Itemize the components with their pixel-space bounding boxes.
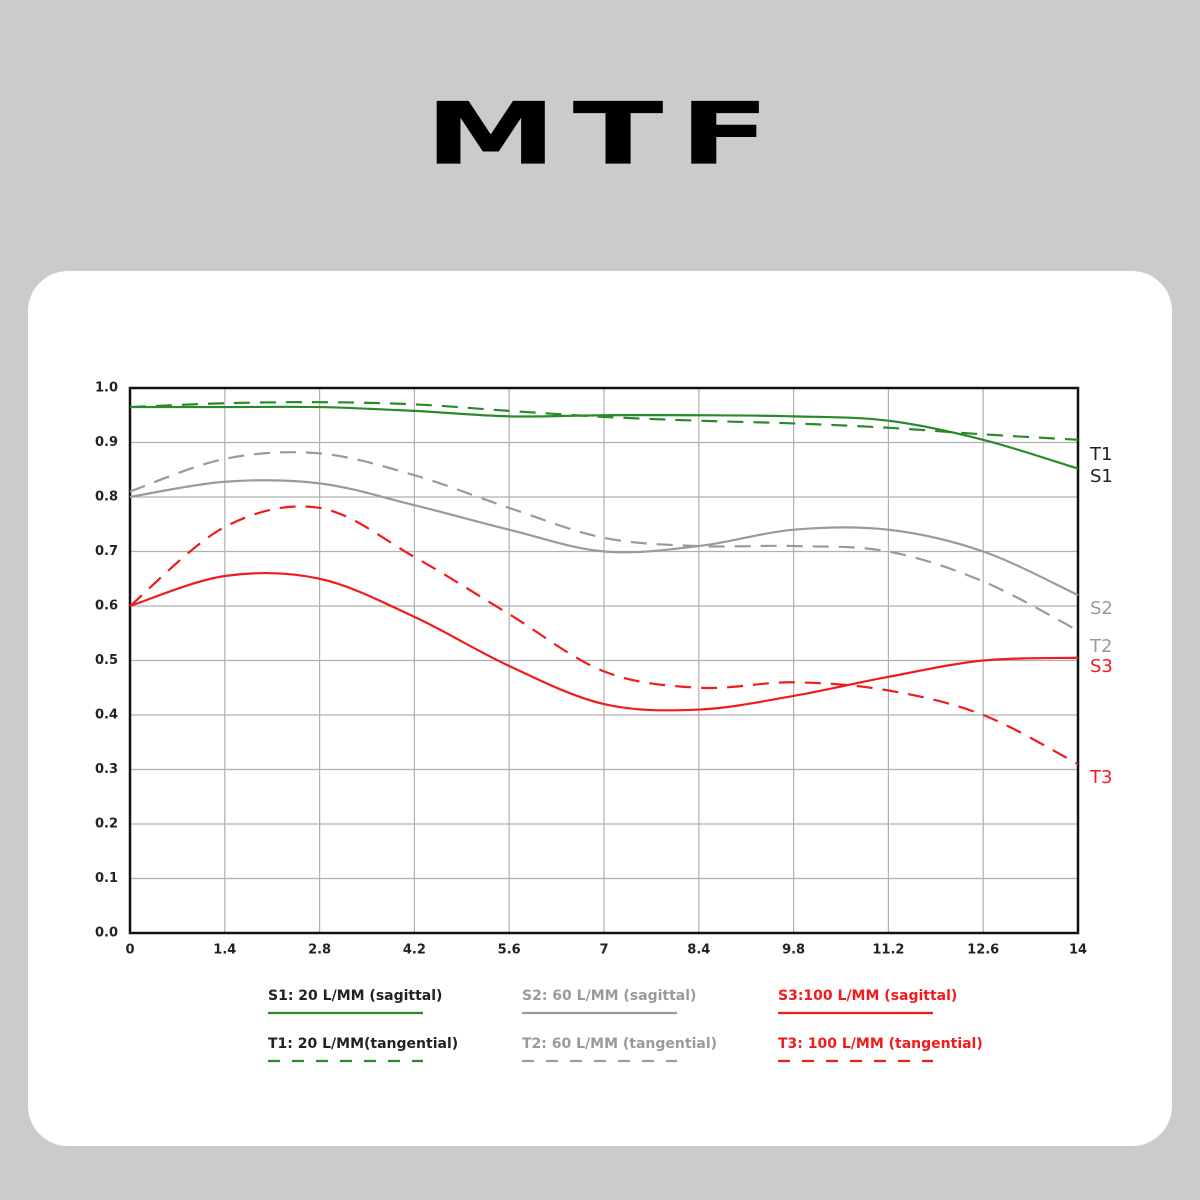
end-label: S3	[1090, 656, 1113, 677]
legend-label: T2: 60 L/MM (tangential)	[522, 1036, 717, 1052]
y-tick-label: 0.8	[95, 490, 118, 505]
y-tick-label: 0.1	[95, 871, 118, 886]
end-label: T1	[1089, 444, 1112, 465]
end-label: T2	[1089, 636, 1112, 657]
page-title: MTF	[424, 85, 785, 185]
x-tick-label: 12.6	[967, 943, 999, 958]
x-tick-label: 0	[125, 943, 134, 958]
x-tick-label: 4.2	[403, 943, 426, 958]
y-tick-label: 0.9	[95, 435, 118, 450]
series-line	[129, 571, 1079, 712]
x-tick-label: 2.8	[308, 943, 331, 958]
y-tick-label: 0.7	[95, 544, 118, 559]
x-tick-label: 5.6	[498, 943, 521, 958]
y-tick-label: 0.5	[95, 653, 118, 668]
y-tick-label: 0.4	[95, 708, 118, 723]
end-label: S1	[1090, 466, 1113, 487]
x-tick-label: 7	[599, 943, 608, 958]
legend-label: S3:100 L/MM (sagittal)	[778, 988, 957, 1004]
series-line	[130, 405, 1079, 470]
y-tick-label: 0.0	[95, 926, 118, 941]
legend-label: S2: 60 L/MM (sagittal)	[522, 988, 696, 1004]
legend-label: T1: 20 L/MM(tangential)	[268, 1036, 458, 1052]
series-line	[129, 479, 1079, 597]
y-tick-label: 0.2	[95, 817, 118, 832]
legend-label: T3: 100 L/MM (tangential)	[778, 1036, 983, 1052]
series-line	[129, 505, 1079, 766]
end-label: S2	[1090, 598, 1113, 619]
x-tick-label: 8.4	[687, 943, 710, 958]
x-tick-label: 9.8	[782, 943, 805, 958]
series-line	[129, 401, 1079, 441]
legend-label: S1: 20 L/MM (sagittal)	[268, 988, 442, 1004]
x-tick-label: 14	[1069, 943, 1087, 958]
y-tick-label: 1.0	[95, 381, 118, 396]
series-line	[129, 451, 1079, 632]
end-label: T3	[1089, 767, 1112, 788]
x-tick-label: 11.2	[872, 943, 904, 958]
y-tick-label: 0.6	[95, 599, 118, 614]
card	[28, 271, 1172, 1146]
plot-frame	[128, 386, 1080, 935]
x-tick-label: 1.4	[213, 943, 236, 958]
y-tick-label: 0.3	[95, 762, 118, 777]
